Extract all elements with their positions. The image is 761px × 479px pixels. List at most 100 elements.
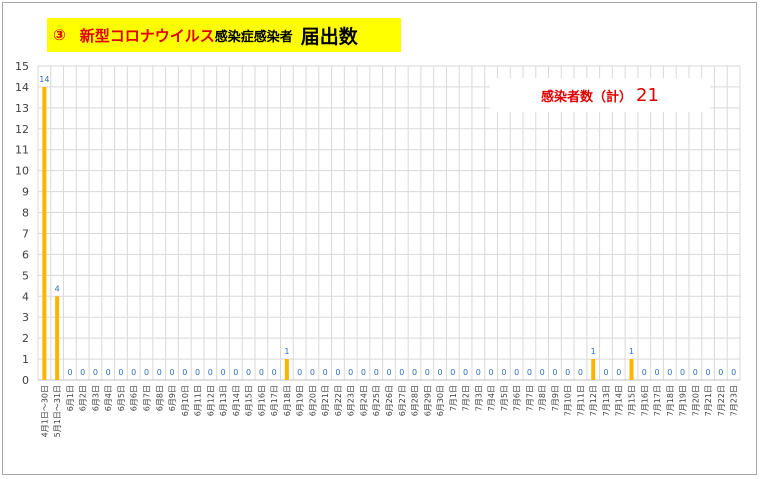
x-tick-label: 6月23日: [347, 385, 356, 416]
x-tick-label: 7月3日: [474, 385, 483, 411]
data-label: 0: [501, 368, 506, 377]
y-tick-label: 11: [15, 144, 29, 157]
x-tick-label: 6月6日: [130, 385, 139, 411]
x-tick-label: 6月3日: [91, 385, 100, 411]
data-label: 0: [80, 368, 85, 377]
data-label: 0: [259, 368, 264, 377]
x-tick-label: 7月23日: [730, 385, 739, 416]
bar: [284, 359, 289, 380]
y-tick-label: 13: [15, 102, 29, 115]
data-label: 0: [118, 368, 123, 377]
x-tick-label: 7月4日: [487, 385, 496, 411]
x-tick-label: 6月27日: [398, 385, 407, 416]
y-tick-label: 1: [22, 353, 29, 366]
x-tick-label: 7月10日: [564, 385, 573, 416]
data-label: 0: [169, 368, 174, 377]
data-label: 0: [131, 368, 136, 377]
data-label: 0: [552, 368, 557, 377]
x-tick-label: 6月22日: [334, 385, 343, 416]
x-tick-label: 6月9日: [168, 385, 177, 411]
x-tick-label: 6月26日: [385, 385, 394, 416]
data-label: 0: [718, 368, 723, 377]
y-tick-label: 0: [22, 374, 29, 387]
chart-frame: [2, 2, 757, 475]
x-tick-label: 6月14日: [232, 385, 241, 416]
data-label: 4: [55, 284, 60, 293]
data-label: 0: [603, 368, 608, 377]
x-tick-label: 6月21日: [321, 385, 330, 416]
x-tick-label: 7月11日: [576, 385, 585, 416]
data-label: 0: [144, 368, 149, 377]
y-tick-label: 5: [22, 269, 29, 282]
data-label: 0: [67, 368, 72, 377]
data-label: 0: [157, 368, 162, 377]
data-label: 0: [731, 368, 736, 377]
x-tick-label: 7月16日: [640, 385, 649, 416]
data-label: 0: [438, 368, 443, 377]
y-tick-label: 4: [22, 290, 29, 303]
x-tick-label: 7月17日: [653, 385, 662, 416]
x-tick-label: 7月9日: [551, 385, 560, 411]
y-tick-label: 15: [15, 60, 29, 73]
title-report-count: 届出数: [300, 25, 358, 48]
x-tick-label: 6月1日: [66, 385, 75, 411]
bar: [629, 359, 634, 380]
data-label: 0: [182, 368, 187, 377]
data-label: 0: [399, 368, 404, 377]
y-tick-label: 10: [15, 165, 29, 178]
data-label: 0: [361, 368, 366, 377]
x-tick-label: 6月12日: [206, 385, 215, 416]
data-label: 0: [706, 368, 711, 377]
data-label: 0: [221, 368, 226, 377]
x-tick-label: 6月25日: [372, 385, 381, 416]
data-label: 0: [654, 368, 659, 377]
x-tick-label: 7月8日: [538, 385, 547, 411]
x-tick-label: 7月7日: [525, 385, 534, 411]
x-tick-label: 7月6日: [513, 385, 522, 411]
x-tick-label: 6月16日: [257, 385, 266, 416]
x-tick-label: 6月24日: [359, 385, 368, 416]
x-tick-label: 7月2日: [462, 385, 471, 411]
data-label: 0: [514, 368, 519, 377]
data-label: 0: [323, 368, 328, 377]
data-label: 0: [374, 368, 379, 377]
x-tick-label: 7月19日: [679, 385, 688, 416]
y-tick-label: 6: [22, 248, 29, 261]
x-tick-label: 6月15日: [245, 385, 254, 416]
x-tick-label: 7月5日: [500, 385, 509, 411]
data-label: 0: [272, 368, 277, 377]
x-tick-label: 6月4日: [104, 385, 113, 411]
bar: [55, 296, 60, 380]
data-label: 0: [297, 368, 302, 377]
data-label: 0: [208, 368, 213, 377]
data-label: 0: [93, 368, 98, 377]
x-tick-label: 7月15日: [628, 385, 637, 416]
total-label: 感染者数（計）: [541, 89, 633, 105]
data-label: 0: [425, 368, 430, 377]
x-tick-label: 7月20日: [691, 385, 700, 416]
data-label: 0: [565, 368, 570, 377]
data-label: 0: [693, 368, 698, 377]
data-label: 0: [233, 368, 238, 377]
data-label: 0: [642, 368, 647, 377]
data-label: 1: [629, 347, 634, 356]
total-infected-box: 感染者数（計） 21: [490, 78, 710, 112]
x-tick-label: 4月1日～30日: [40, 385, 49, 437]
x-tick-label: 7月12日: [589, 385, 598, 416]
x-tick-label: 5月1日～31日: [53, 385, 62, 437]
y-tick-label: 3: [22, 311, 29, 324]
y-tick-label: 2: [22, 332, 29, 345]
x-tick-label: 6月11日: [194, 385, 203, 416]
data-label: 0: [680, 368, 685, 377]
x-tick-label: 6月29日: [423, 385, 432, 416]
y-tick-label: 12: [15, 123, 29, 136]
data-label: 0: [489, 368, 494, 377]
data-label: 0: [527, 368, 532, 377]
chart-title: ③ 新型コロナウイルス 感染症感染者 届出数: [47, 18, 401, 52]
bar: [42, 86, 47, 380]
x-tick-label: 6月17日: [270, 385, 279, 416]
data-label: 0: [476, 368, 481, 377]
x-tick-label: 7月21日: [704, 385, 713, 416]
total-value: 21: [636, 84, 659, 106]
y-tick-label: 8: [22, 207, 29, 220]
